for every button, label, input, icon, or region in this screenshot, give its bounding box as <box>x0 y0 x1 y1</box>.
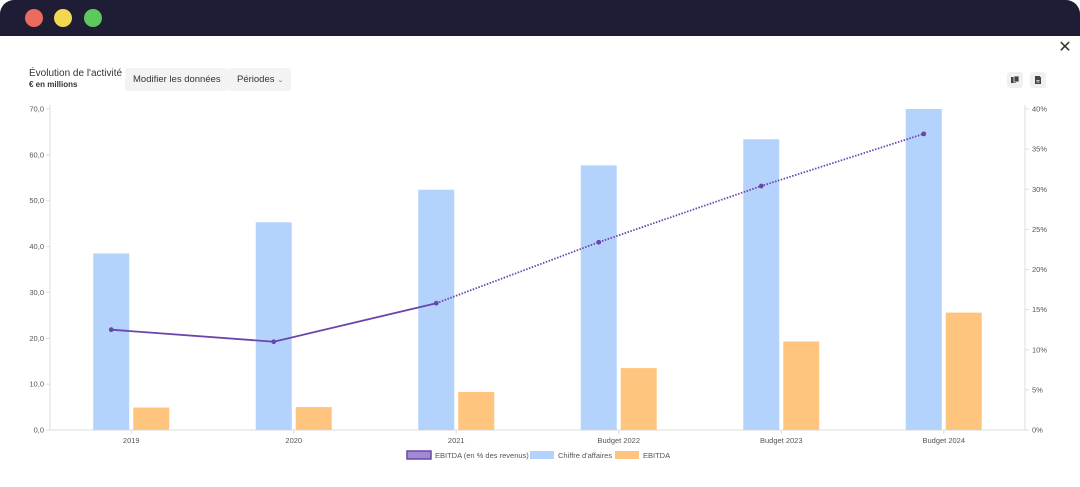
y-tick-label-right: 15% <box>1032 305 1047 314</box>
y-tick-label-right: 5% <box>1032 385 1043 394</box>
bar-ebitda <box>945 312 982 430</box>
bar-revenue <box>255 222 292 430</box>
window-titlebar <box>0 0 1080 36</box>
point-ebitda-margin <box>108 327 114 333</box>
point-ebitda-margin <box>758 183 764 189</box>
y-tick-label-right: 25% <box>1032 225 1047 234</box>
y-tick-label-left: 0,0 <box>34 426 44 435</box>
modify-data-label: Modifier les données <box>133 74 221 85</box>
x-tick-label: Budget 2023 <box>760 436 803 445</box>
chart-subtitle: € en millions <box>29 80 78 89</box>
point-ebitda-margin <box>271 339 277 345</box>
chart-title: Évolution de l'activité <box>29 68 123 79</box>
legend-label-margin: EBITDA (en % des revenus) <box>435 451 529 460</box>
legend-swatch-revenue <box>530 451 554 459</box>
bar-ebitda <box>620 368 657 430</box>
export-icon <box>1035 76 1041 84</box>
y-tick-label-left: 10,0 <box>29 380 44 389</box>
bar-ebitda <box>295 407 332 430</box>
legend-swatch-ebitda <box>615 451 639 459</box>
periods-label: Périodes <box>237 74 275 85</box>
y-tick-label-right: 30% <box>1032 185 1047 194</box>
x-tick-label: 2020 <box>285 436 302 445</box>
bar-revenue <box>580 165 617 430</box>
chart-area: 0,0 10,0 20,0 30,0 40,0 50,0 60,0 70,0 0% 5% 10% 15… <box>29 105 1047 461</box>
x-tick-label: Budget 2024 <box>922 436 965 445</box>
y-tick-label-left: 70,0 <box>29 105 44 114</box>
close-icon[interactable]: ✕ <box>1058 37 1072 56</box>
y-tick-label-left: 40,0 <box>29 242 44 251</box>
bar-ebitda <box>133 407 170 430</box>
bar-revenue <box>93 253 130 430</box>
periods-dropdown[interactable]: Périodes ⌄ <box>229 68 292 91</box>
y-tick-label-right: 40% <box>1032 105 1047 114</box>
y-tick-label-right: 35% <box>1032 145 1047 154</box>
point-ebitda-margin <box>433 300 439 306</box>
x-tick-label: Budget 2022 <box>597 436 640 445</box>
legend-label-revenue: Chiffre d'affaires <box>558 451 612 460</box>
window-maximize-dot[interactable] <box>84 9 102 27</box>
legend-label-ebitda: EBITDA <box>643 451 670 460</box>
bar-ebitda <box>458 391 495 430</box>
bar-revenue <box>905 109 942 430</box>
copy-icon <box>1011 75 1020 83</box>
modify-data-button[interactable]: Modifier les données <box>125 68 229 91</box>
bar-ebitda <box>783 341 820 430</box>
y-tick-label-right: 10% <box>1032 345 1047 354</box>
y-tick-label-right: 20% <box>1032 265 1047 274</box>
y-tick-label-left: 30,0 <box>29 288 44 297</box>
copy-button[interactable] <box>1007 72 1023 88</box>
export-button[interactable] <box>1030 72 1046 88</box>
bar-revenue <box>418 189 455 430</box>
y-tick-label-right: 0% <box>1032 426 1043 435</box>
chart-header: Évolution de l'activité € en millions <box>29 68 122 90</box>
x-tick-label: 2019 <box>123 436 140 445</box>
line-ebitda-margin-dotted <box>435 133 925 305</box>
legend-swatch-margin <box>406 450 432 460</box>
point-ebitda-margin <box>921 131 927 137</box>
window-close-dot[interactable] <box>25 9 43 27</box>
chevron-down-icon: ⌄ <box>277 76 284 84</box>
y-tick-label-left: 60,0 <box>29 150 44 159</box>
point-ebitda-margin <box>596 239 602 245</box>
window-minimize-dot[interactable] <box>54 9 72 27</box>
y-tick-label-left: 20,0 <box>29 334 44 343</box>
y-tick-label-left: 50,0 <box>29 196 44 205</box>
x-tick-label: 2021 <box>448 436 465 445</box>
